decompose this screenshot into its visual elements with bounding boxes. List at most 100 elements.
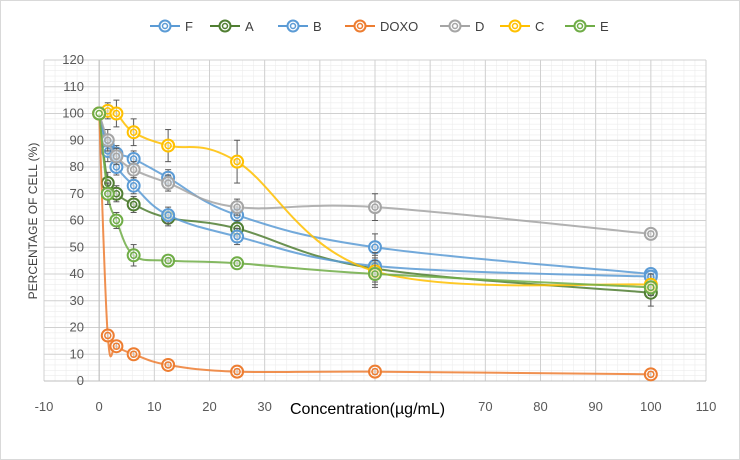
x-tick-label: 100 [640,399,662,414]
data-point-marker [109,106,124,121]
y-tick-label: 60 [70,213,84,228]
y-tick-label: 50 [70,239,84,254]
data-point-marker [126,125,141,140]
data-point-marker-inner [112,342,121,350]
data-point-marker-inner [164,256,172,265]
data-point-marker [161,176,176,191]
legend-item-c: C [500,19,544,34]
y-tick-label: 80 [70,159,84,174]
data-point-marker [126,162,141,177]
data-point-marker [109,213,124,228]
data-point-marker [92,106,107,121]
legend-marker-inner [289,22,297,30]
legend-label: F [185,19,193,34]
data-point-marker [126,347,141,362]
legend-item-b: B [278,19,322,34]
legend-marker [286,19,300,33]
data-point-marker-inner [129,251,138,260]
y-tick-label: 90 [70,132,84,147]
legend-marker [218,19,232,33]
legend-marker-inner [356,22,364,30]
data-point-marker-inner [164,211,172,219]
data-point-marker [109,339,124,354]
data-point-marker [230,154,245,169]
x-axis-title-background [286,393,476,419]
y-tick-label: 110 [63,79,84,94]
data-point-marker [230,364,245,379]
y-tick-label: 40 [70,266,84,281]
legend-marker-inner [221,22,229,30]
legend: F A B DOXO D C E [150,19,609,34]
data-point-marker [368,200,382,215]
data-point-marker-inner [129,200,138,209]
data-point-marker [100,328,115,343]
data-point-marker-inner [129,350,138,358]
legend-item-a: A [210,19,254,34]
data-point-marker [368,364,382,379]
y-tick-label: 10 [70,346,84,361]
legend-item-doxo: DOXO [345,19,418,34]
data-point-marker-inner [129,128,138,136]
x-tick-label: 70 [478,399,492,414]
legend-marker-inner [511,22,519,30]
legend-marker [508,19,522,33]
x-tick-label: 110 [696,399,717,414]
data-point-marker-inner [164,361,172,369]
legend-label: B [313,19,322,34]
y-tick-label: 120 [62,52,84,67]
y-tick-label: 0 [77,373,84,388]
data-point-marker [643,367,658,382]
x-tick-label: 30 [257,399,271,414]
legend-item-f: F [150,19,193,34]
y-axis-title: PERCENTAGE OF CELL (%) [26,143,40,300]
y-tick-label: 70 [70,186,84,201]
legend-label: D [475,19,484,34]
data-point-marker [161,357,176,372]
x-tick-label: 0 [96,399,103,414]
data-point-marker-inner [371,270,379,278]
data-point-marker-inner [104,136,112,144]
data-point-marker-inner [112,152,121,161]
data-point-marker-inner [129,181,138,190]
data-point-marker-inner [647,283,655,292]
legend-marker [158,19,172,33]
x-tick-label: 20 [202,399,216,414]
data-point-marker [230,200,245,215]
data-point-marker [230,256,245,271]
data-point-marker-inner [112,216,121,225]
legend-label: A [245,19,254,34]
data-point-marker [161,208,176,223]
data-point-marker [643,280,658,295]
y-tick-label: 100 [62,106,84,121]
data-point-marker-inner [164,141,172,150]
data-point-marker [126,178,141,193]
legend-marker-inner [576,22,584,30]
legend-marker [573,19,587,33]
x-tick-label: 90 [588,399,602,414]
data-point-marker-inner [233,259,241,268]
data-point-marker [100,133,115,148]
data-point-marker [126,248,141,263]
x-tick-label: 80 [533,399,547,414]
data-point-marker-inner [233,367,241,376]
data-point-marker-inner [371,243,379,251]
data-point-marker [230,229,245,244]
data-point-marker-inner [371,367,379,376]
data-point-marker-inner [233,232,241,241]
legend-label: C [535,19,544,34]
data-point-marker [161,138,176,153]
x-tick-label: 10 [147,399,161,414]
data-point-marker [161,253,176,268]
data-point-marker-inner [233,157,241,166]
legend-marker [448,19,462,33]
data-point-marker-inner [112,109,121,118]
data-point-marker-inner [647,230,655,238]
data-point-marker-inner [647,370,655,379]
major-gridlines [43,59,707,382]
legend-item-d: D [440,19,484,34]
data-point-marker [368,240,382,255]
data-point-marker [100,186,115,201]
data-point-marker-inner [164,179,172,187]
legend-label: E [600,19,609,34]
